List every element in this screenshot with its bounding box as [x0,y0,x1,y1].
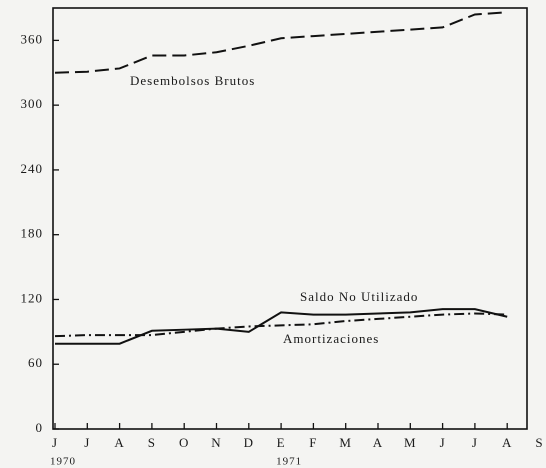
y-tick-label: 360 [21,31,44,46]
y-tick-label: 60 [28,355,43,370]
x-tick-label: M [339,435,352,450]
x-tick-label: J [472,435,478,450]
series-label: Saldo No Utilizado [300,289,418,304]
x-tick-label: A [373,435,383,450]
y-tick-label: 120 [21,290,44,305]
year-label: 1970 [50,456,76,468]
year-label: 1971 [276,456,302,468]
x-tick-label: O [179,435,189,450]
series-label: Desembolsos Brutos [130,73,255,88]
y-tick-label: 180 [21,226,44,241]
x-tick-label: E [277,435,286,450]
x-tick-label: D [244,435,254,450]
series-line [54,11,508,74]
x-tick-label: J [52,435,58,450]
y-tick-label: 240 [21,161,44,176]
series-line [54,312,508,338]
y-tick-label: 0 [36,420,44,435]
plot-frame [52,7,528,430]
x-tick-label: J [84,435,90,450]
series-label: Amortizaciones [283,331,379,346]
x-tick-label: F [309,435,317,450]
x-tick-label: J [440,435,446,450]
y-tick-label: 300 [21,96,44,111]
x-tick-label: S [535,435,543,450]
x-tick-label: A [114,435,124,450]
x-tick-label: A [502,435,512,450]
series-line [55,308,508,345]
x-tick-label: M [404,435,417,450]
x-tick-label: S [148,435,156,450]
x-tick-label: N [211,435,221,450]
